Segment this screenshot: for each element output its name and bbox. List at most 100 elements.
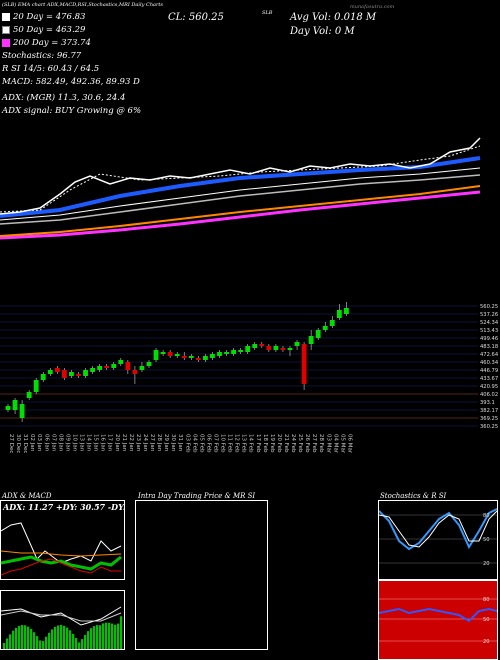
price-axis-label: 382.17 — [480, 408, 498, 414]
date-label: 28 Feb — [318, 434, 324, 453]
candle-body — [294, 342, 300, 346]
date-label: 18 Feb — [262, 434, 268, 453]
candle-body — [210, 354, 215, 358]
legend-20dma: 20 Day = 476.83 — [2, 12, 141, 22]
candle-body — [12, 400, 18, 410]
candle-body — [54, 368, 60, 372]
candle-body — [76, 374, 81, 376]
candle-body — [33, 380, 39, 392]
macd-bar — [33, 632, 36, 649]
candle-body — [188, 356, 194, 358]
date-label: 11 Feb — [227, 434, 233, 453]
price-axis-label: 513.43 — [480, 328, 498, 334]
macd-line — [1, 606, 122, 626]
macd-bar — [9, 634, 12, 649]
stoch-tick-20: 20 — [483, 561, 490, 567]
candle-body — [118, 360, 124, 364]
date-label: 19 Feb — [269, 434, 275, 453]
candle-body — [315, 330, 321, 338]
legend-stochastics: Stochastics: 96.77 — [2, 51, 82, 61]
price-axis: 560.25 537.26 524.34 513.43 499.46 483.18 472.… — [480, 304, 499, 430]
ema20-line — [0, 137, 481, 215]
legend-20dma-text: 20 Day = 476.83 — [13, 12, 86, 22]
macd-bar — [72, 633, 75, 649]
macd-bar — [12, 630, 15, 649]
date-label: 20 Feb — [276, 434, 282, 453]
date-axis: 27 Dec 30 Dec 31 Dec 02 Jan 03 Jan 06 Jan 07 J… — [8, 434, 352, 454]
website-label: munafasutra.com — [350, 4, 395, 10]
date-label: 21 Jan — [121, 434, 127, 452]
date-label: 25 Feb — [297, 434, 303, 453]
adx-white-line — [1, 522, 122, 564]
candle-body — [167, 352, 173, 356]
date-label: 15 Jan — [93, 434, 99, 452]
legend-adx-signal: ADX signal: BUY Growing @ 6% — [2, 106, 142, 116]
date-label: 07 Feb — [212, 434, 218, 453]
date-label: 03 Feb — [184, 434, 190, 453]
macd-bar — [96, 625, 99, 649]
price-axis-label: 499.46 — [480, 336, 498, 342]
candle-body — [83, 370, 88, 376]
macd-bar — [18, 625, 21, 649]
adx-red-line — [1, 558, 121, 576]
macd-bar — [66, 627, 69, 649]
price-gridlines — [0, 305, 478, 427]
date-label: 14 Feb — [248, 434, 254, 453]
candle-body — [62, 370, 67, 378]
macd-bar — [30, 628, 33, 649]
date-label: 31 Jan — [177, 434, 183, 452]
macd-bar — [75, 637, 78, 649]
macd-bar — [87, 631, 90, 649]
candle-body — [139, 366, 145, 370]
date-label: 27 Feb — [311, 434, 317, 453]
header-source-line: (SLB) EMA chart ADX,MACD,RSI,Stochastics… — [2, 2, 163, 8]
macd-bar — [51, 629, 54, 649]
macd-bar — [15, 627, 18, 649]
date-label: 06 Feb — [205, 434, 211, 453]
macd-bar — [48, 632, 51, 649]
candle-body — [231, 350, 236, 354]
candle-body — [203, 356, 208, 360]
macd-bar — [42, 641, 45, 649]
candle-body — [5, 406, 11, 410]
candle-body — [280, 348, 286, 350]
candle-body — [259, 344, 265, 346]
date-label: 03 Mar — [325, 434, 331, 454]
price-axis-label: 369.25 — [480, 416, 498, 422]
macd-bar — [21, 625, 24, 649]
candle-body — [160, 352, 166, 354]
date-label: 20 Jan — [114, 434, 120, 452]
legend-macd: MACD: 582.49, 492.36, 89.93 D — [2, 77, 140, 87]
macd-bar — [6, 638, 9, 649]
candle-body — [69, 372, 74, 376]
adx-panel: ADX: 11.27 +DY: 30.57 -DY: 24.37 — [0, 500, 125, 580]
candle-body — [104, 366, 110, 368]
date-label: 31 Dec — [22, 434, 28, 453]
macd-bar — [45, 636, 48, 649]
price-axis-label: 360.25 — [480, 424, 498, 430]
date-label: 24 Jan — [142, 434, 148, 452]
legend-50dma: 50 Day = 463.29 — [2, 25, 141, 35]
legend-200dma-text: 200 Day = 373.74 — [13, 38, 91, 48]
rsi-tick-50: 50 — [483, 617, 490, 623]
candle-body — [273, 346, 279, 350]
price-axis-label: 433.67 — [480, 376, 498, 382]
price-axis-label: 460.34 — [480, 360, 499, 366]
candle-body — [252, 344, 258, 348]
adx-macd-title: ADX & MACD — [2, 492, 52, 500]
date-label: 17 Jan — [107, 434, 113, 452]
close-price-label: CL: 560.25 — [168, 12, 224, 23]
date-label: 29 Jan — [163, 434, 169, 452]
date-label: 06 Jan — [43, 434, 49, 452]
macd-histogram — [3, 616, 123, 649]
date-label: 13 Feb — [241, 434, 247, 453]
rsi-blue-line — [379, 607, 497, 623]
macd-bar — [111, 623, 114, 649]
legend-50dma-text: 50 Day = 463.29 — [13, 25, 86, 35]
macd-bar — [81, 639, 84, 649]
macd-bar — [102, 623, 105, 649]
stoch-blue-line — [379, 508, 497, 551]
candle-body — [97, 366, 103, 370]
symbol-label: SLB — [262, 10, 273, 16]
price-axis-label: 472.64 — [480, 352, 499, 358]
